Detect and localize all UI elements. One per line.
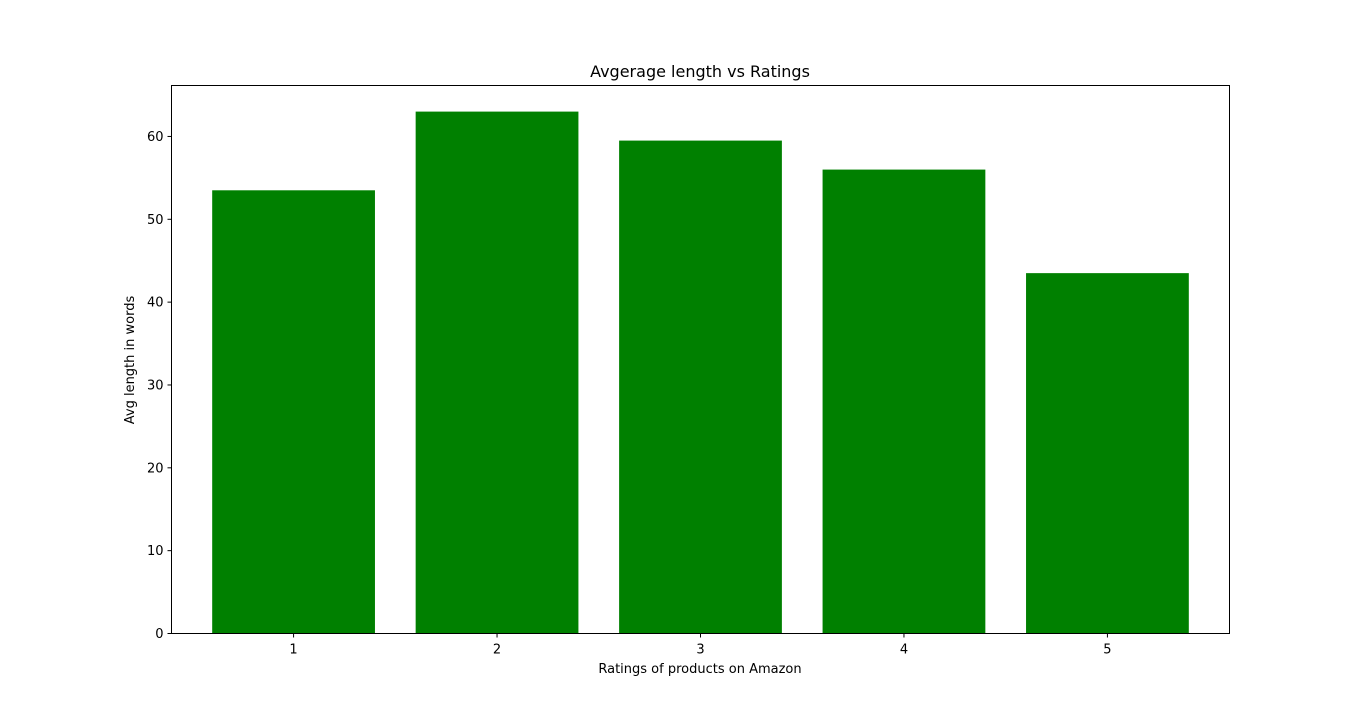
y-tick-label-60: 60	[147, 130, 164, 145]
y-axis: 0 10 20 30 40 50 60	[147, 130, 172, 642]
x-tick-label-3: 3	[696, 643, 704, 658]
x-tick-label-4: 4	[900, 643, 908, 658]
bars-group	[212, 111, 1189, 634]
y-tick-label-20: 20	[147, 461, 164, 476]
y-tick-label-30: 30	[147, 378, 164, 393]
x-tick-label-1: 1	[289, 643, 297, 658]
bar-2	[415, 111, 579, 634]
bar-4	[822, 169, 986, 634]
x-axis-label: Ratings of products on Amazon	[598, 662, 801, 677]
y-tick-label-40: 40	[147, 296, 164, 311]
y-axis-label: Avg length in words	[123, 296, 138, 425]
bar-1	[212, 190, 375, 634]
x-tick-label-2: 2	[493, 643, 501, 658]
bar-3	[619, 140, 782, 634]
chart-title: Avgerage length vs Ratings	[590, 62, 810, 81]
y-tick-label-50: 50	[147, 213, 164, 228]
y-tick-label-0: 0	[155, 627, 163, 642]
x-axis: 1 2 3 4 5	[289, 633, 1112, 658]
plot-frame	[171, 85, 1230, 634]
y-tick-label-10: 10	[147, 544, 164, 559]
x-tick-label-5: 5	[1103, 643, 1111, 658]
bar-5	[1026, 273, 1189, 634]
